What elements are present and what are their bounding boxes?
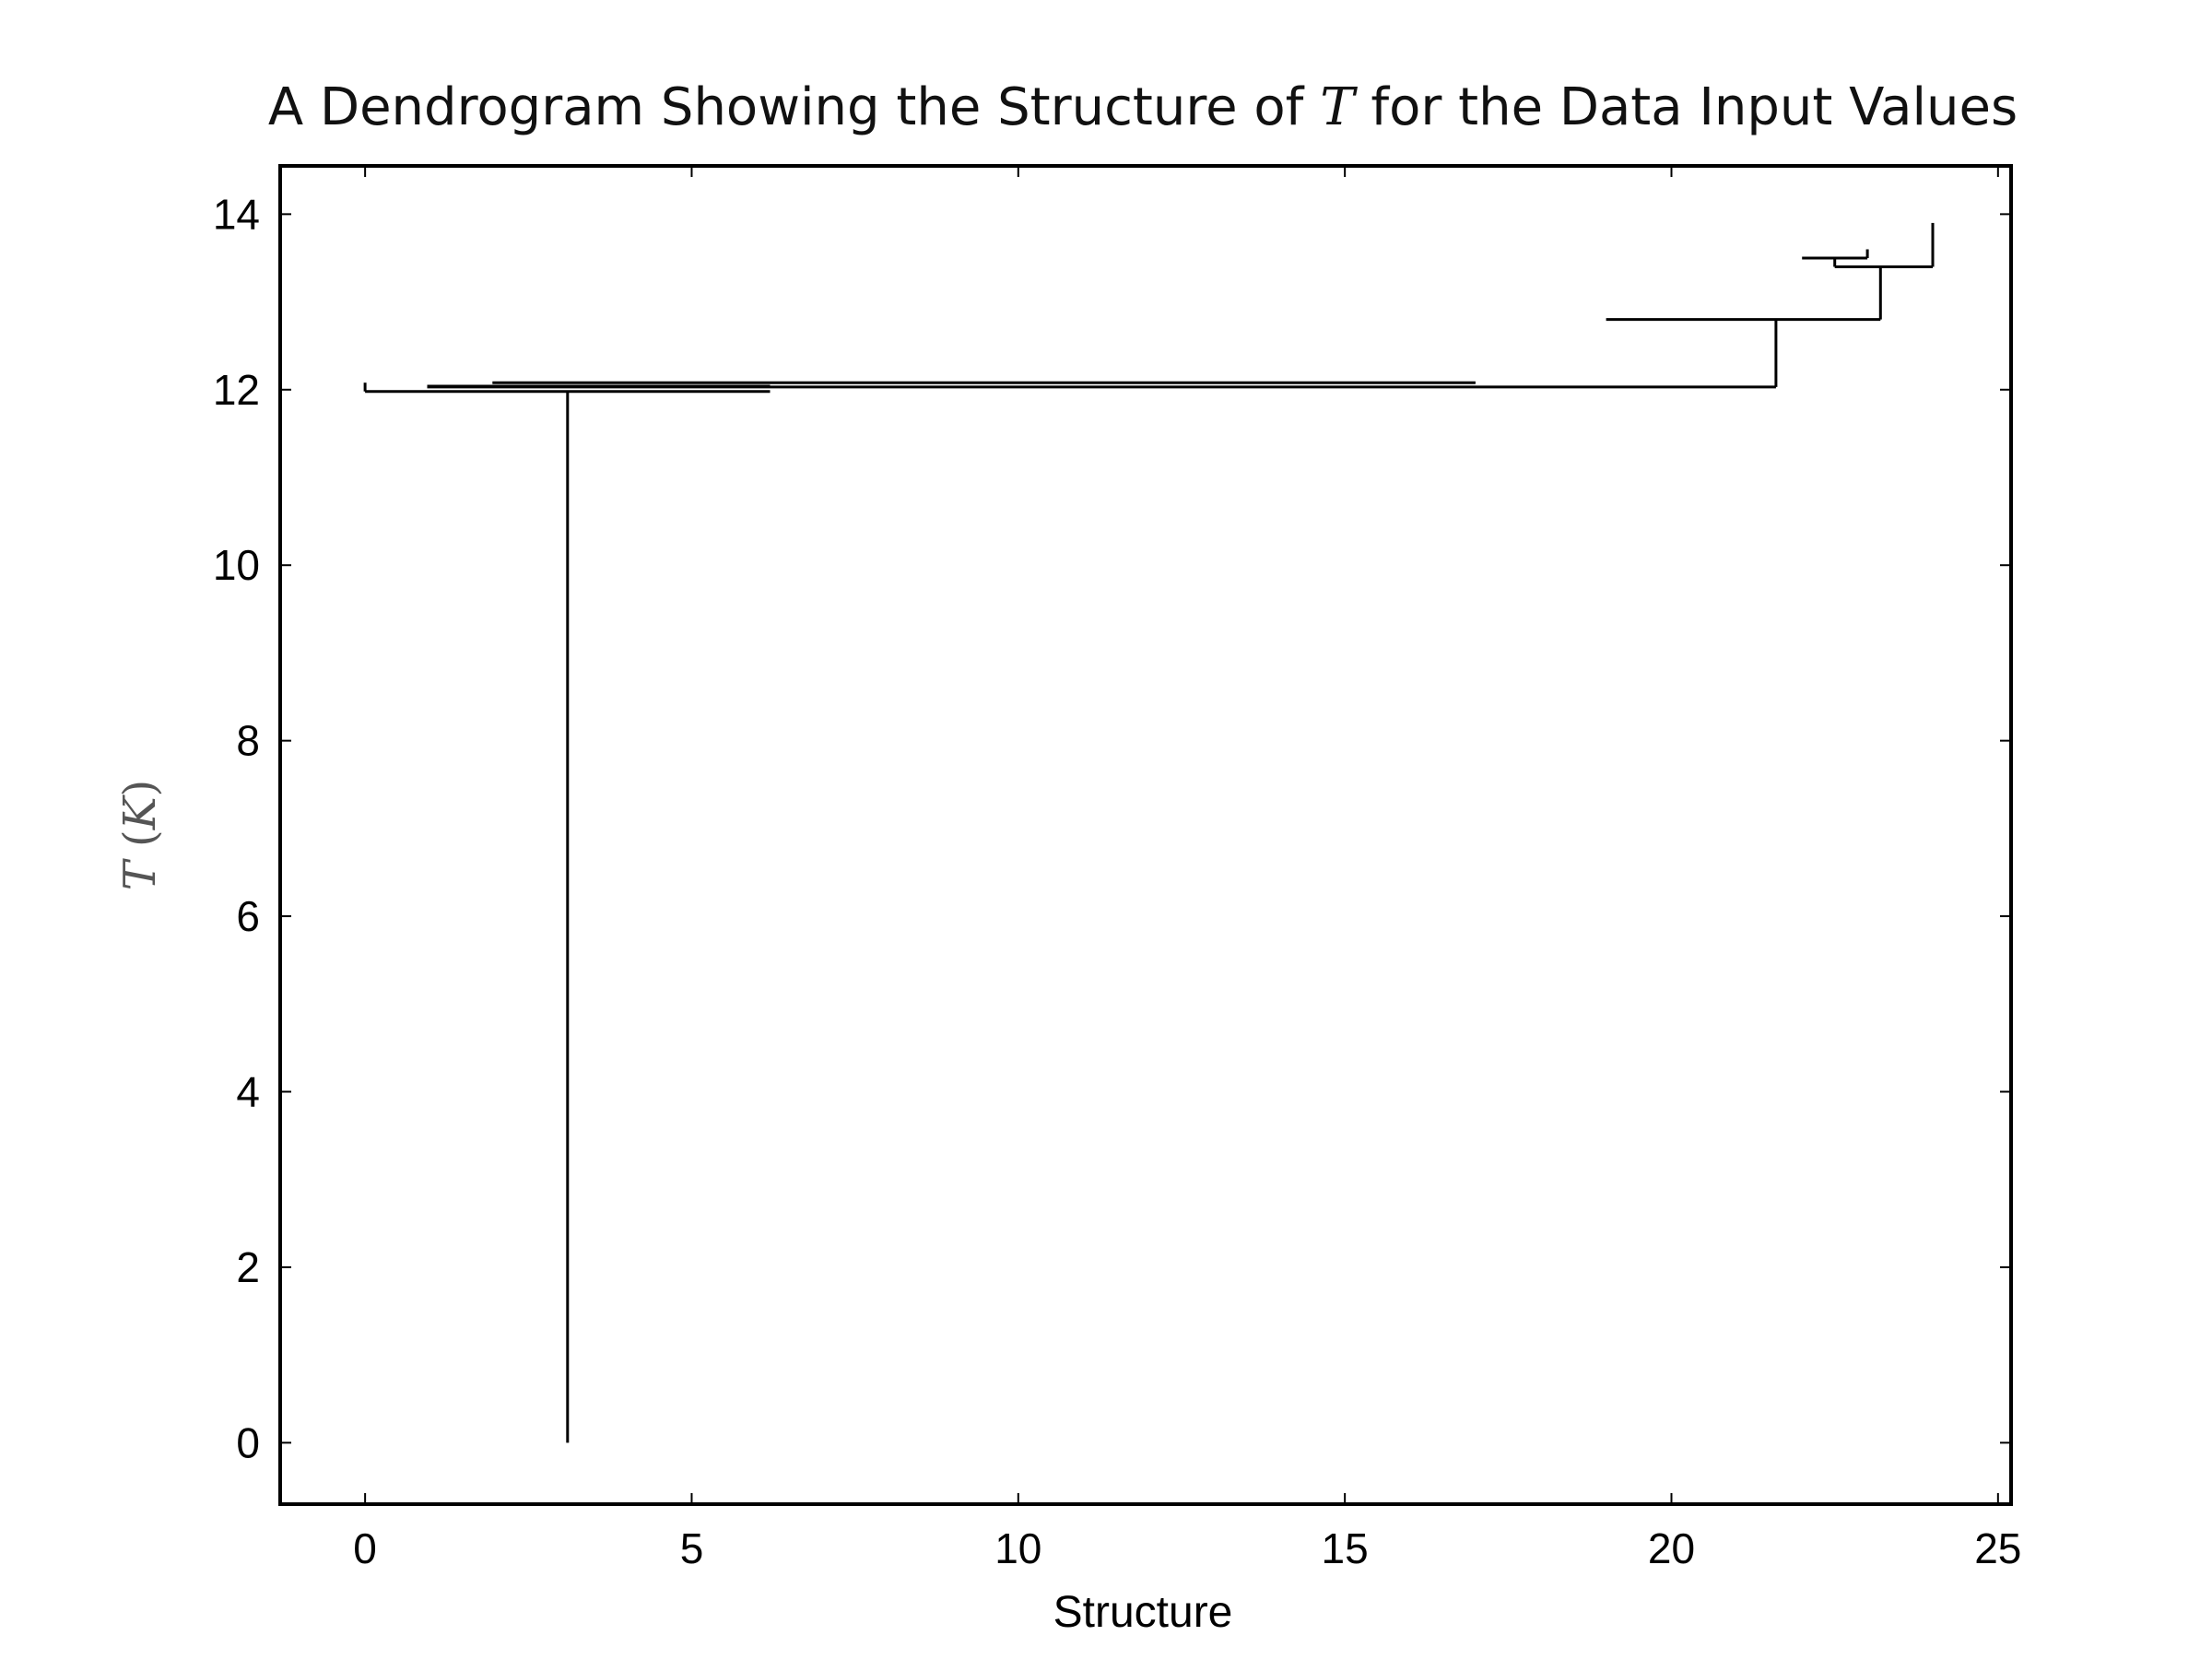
plot-frame: [278, 164, 2013, 1506]
chart-title: A Dendrogram Showing the Structure of T …: [268, 77, 2018, 137]
chart-title-suffix: for the Data Input Values: [1355, 77, 2018, 137]
y-tick-label: 10: [213, 541, 260, 589]
y-axis-label-close: ): [114, 780, 166, 797]
chart-title-variable: T: [1320, 77, 1358, 137]
x-tick-label: 20: [1648, 1524, 1695, 1572]
y-tick-label: 14: [213, 190, 260, 238]
dendrogram-branches: [363, 222, 1935, 1443]
y-tick-label: 2: [236, 1243, 260, 1291]
y-tick-label: 6: [236, 892, 260, 940]
x-tick-label: 5: [680, 1524, 704, 1572]
x-tick-label: 0: [353, 1524, 377, 1572]
y-tick-label: 4: [236, 1068, 260, 1116]
chart-title-prefix: A Dendrogram Showing the Structure of: [268, 77, 1320, 137]
y-tick-label: 8: [236, 717, 260, 765]
y-tick-label: 12: [213, 366, 260, 414]
x-tick-label: 25: [1974, 1524, 2021, 1572]
y-axis-label-unit: K: [114, 794, 166, 830]
y-axis-label: T (K): [114, 780, 166, 891]
x-tick-label: 15: [1322, 1524, 1369, 1572]
x-tick-labels: 0 5 10 15 20 25: [353, 1524, 2021, 1572]
plot-area: [278, 164, 2013, 1506]
x-axis-label: Structure: [1053, 1588, 1233, 1637]
y-tick-label: 0: [236, 1418, 260, 1466]
x-tick-label: 10: [994, 1524, 1041, 1572]
y-axis-label-variable: T: [114, 858, 166, 890]
y-tick-labels: 0 2 4 6 8 10 12 14: [213, 190, 260, 1466]
axis-ticks: [280, 166, 2011, 1504]
y-axis-label-open: (: [114, 830, 166, 861]
